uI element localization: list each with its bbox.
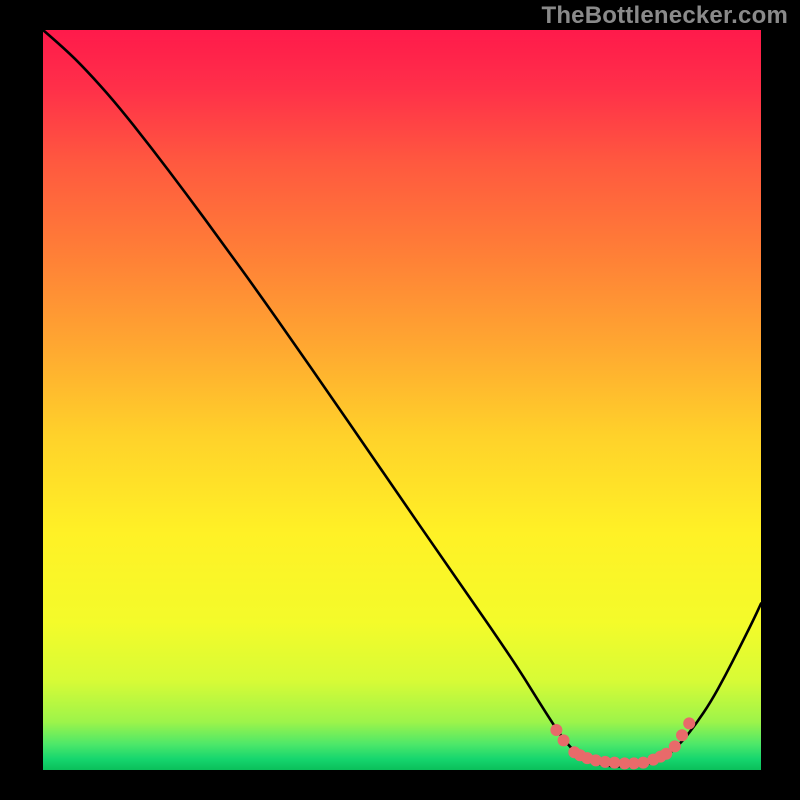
marker-dot <box>558 735 569 746</box>
marker-dot <box>551 725 562 736</box>
chart-root: TheBottlenecker.com <box>0 0 800 800</box>
watermark-label: TheBottlenecker.com <box>541 2 788 30</box>
gradient-background <box>43 30 761 770</box>
marker-dot <box>638 757 649 768</box>
marker-dot <box>609 757 620 768</box>
marker-dot <box>669 741 680 752</box>
marker-dot <box>677 730 688 741</box>
plot-area <box>43 30 761 770</box>
marker-dot <box>684 718 695 729</box>
plot-svg <box>43 30 761 770</box>
